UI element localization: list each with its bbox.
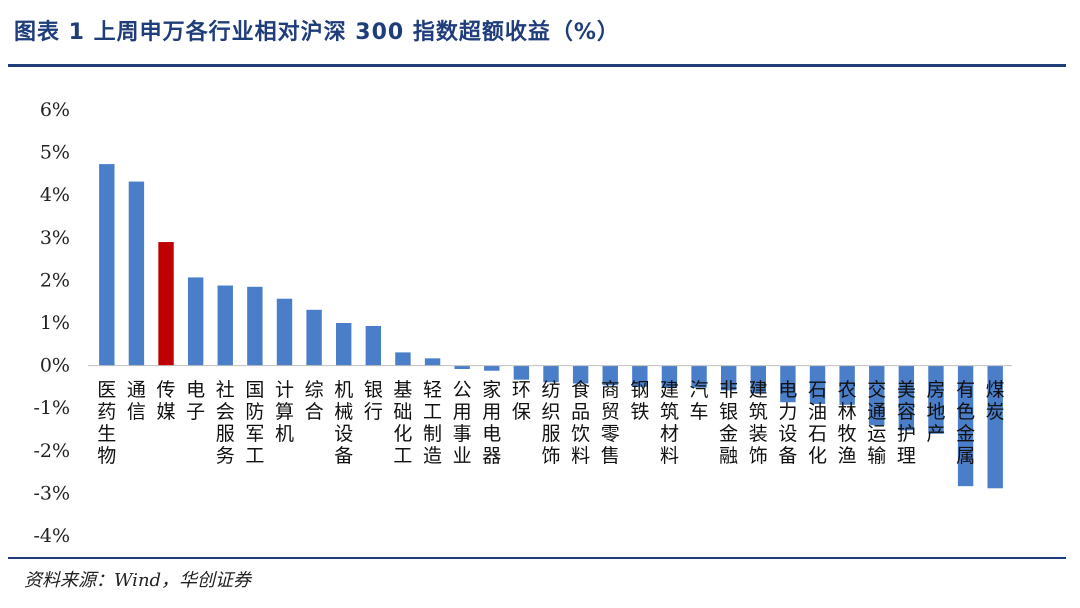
x-tick-label: 电子: [186, 379, 205, 423]
bar-28: [928, 365, 944, 434]
y-tick-label: 2%: [40, 269, 70, 291]
x-tick-label: 商贸零售: [601, 379, 620, 467]
x-tick-label: 医药生物: [97, 379, 116, 467]
x-tick-label: 计算机: [275, 379, 294, 445]
source-note: 资料来源：Wind，华创证券: [24, 570, 252, 591]
x-tick-label: 钢铁: [630, 379, 649, 423]
bars: [99, 164, 1003, 489]
bar-9: [365, 325, 382, 366]
x-tick-label: 石油石化: [808, 379, 827, 467]
bar-29: [957, 365, 974, 487]
x-tick-label: 汽车: [690, 379, 709, 423]
bar-2: [158, 242, 174, 366]
x-tick-label: 非银金融: [719, 379, 738, 467]
bar-30: [987, 365, 1003, 489]
bar-18: [632, 365, 648, 387]
bar-16: [572, 365, 589, 384]
x-tick-label: 房地产: [926, 379, 945, 445]
bar-5: [247, 286, 263, 366]
y-tick-label: -4%: [33, 525, 70, 547]
x-tick-label: 综合: [305, 379, 324, 423]
x-tick-label: 食品饮料: [571, 379, 590, 467]
y-tick-label: 5%: [40, 142, 70, 164]
bar-24: [809, 365, 826, 404]
bar-6: [276, 298, 293, 366]
bar-21: [720, 365, 737, 391]
x-tick-label: 有色金属: [956, 379, 975, 467]
x-tick-label: 美容护理: [897, 379, 916, 467]
x-tick-label: 家用电器: [482, 379, 501, 467]
y-tick-label: -1%: [33, 397, 70, 419]
x-tick-label: 公用事业: [453, 379, 472, 467]
bar-22: [750, 365, 766, 394]
bar-17: [602, 365, 618, 386]
x-axis-labels: 医药生物通信传媒电子社会服务国防军工计算机综合机械设备银行基础化工轻工制造公用事…: [97, 379, 1004, 467]
x-tick-label: 轻工制造: [423, 379, 442, 467]
bar-23: [780, 365, 796, 403]
x-tick-label: 机械设备: [334, 379, 353, 467]
y-tick-label: 4%: [40, 184, 70, 206]
title-divider: [8, 64, 1066, 67]
x-tick-label: 电力设备: [778, 379, 797, 467]
bar-15: [543, 365, 559, 383]
y-tick-label: -2%: [33, 440, 70, 462]
x-tick-label: 建筑材料: [660, 379, 679, 467]
bar-4: [217, 285, 233, 366]
x-tick-label: 纺织服饰: [541, 379, 560, 467]
bar-8: [336, 323, 352, 366]
x-tick-label: 通信: [127, 379, 146, 423]
bar-13: [484, 365, 500, 371]
y-tick-label: 6%: [40, 99, 70, 121]
x-tick-label: 社会服务: [216, 379, 235, 467]
x-tick-label: 环保: [512, 379, 531, 423]
chart-title: 图表 1 上周申万各行业相对沪深 300 指数超额收益（%）: [14, 20, 620, 45]
x-tick-label: 国防军工: [245, 379, 264, 467]
bar-20: [691, 365, 707, 388]
y-axis: 6% 5% 4% 3% 2% 1% 0% -1% -2% -3% -4%: [33, 99, 70, 547]
bar-25: [839, 365, 855, 405]
bar-0: [99, 164, 115, 366]
x-tick-label: 银行: [364, 379, 383, 423]
x-tick-label: 建筑装饰: [749, 379, 768, 467]
x-tick-label: 农林牧渔: [838, 379, 857, 467]
x-tick-label: 煤炭: [986, 379, 1005, 423]
bar-26: [869, 365, 885, 426]
bar-19: [661, 365, 678, 388]
bar-27: [898, 365, 915, 431]
bar-14: [513, 365, 530, 380]
bar-1: [128, 181, 145, 366]
bar-3: [187, 277, 204, 366]
bar-10: [395, 352, 411, 366]
bar-12: [454, 365, 470, 370]
x-tick-label: 交通运输: [867, 379, 886, 467]
x-tick-label: 传媒: [157, 379, 176, 423]
x-tick-label: 基础化工: [393, 379, 412, 467]
y-tick-label: 1%: [40, 312, 70, 334]
bar-11: [424, 358, 441, 366]
bar-chart: 6% 5% 4% 3% 2% 1% 0% -1% -2% -3% -4% 医药生物通信传媒电子社会服…: [33, 99, 1012, 547]
footer-divider: [8, 557, 1066, 559]
bar-7: [306, 309, 322, 366]
y-tick-label: -3%: [33, 482, 70, 504]
y-tick-label: 3%: [40, 227, 70, 249]
y-tick-label: 0%: [40, 355, 70, 377]
